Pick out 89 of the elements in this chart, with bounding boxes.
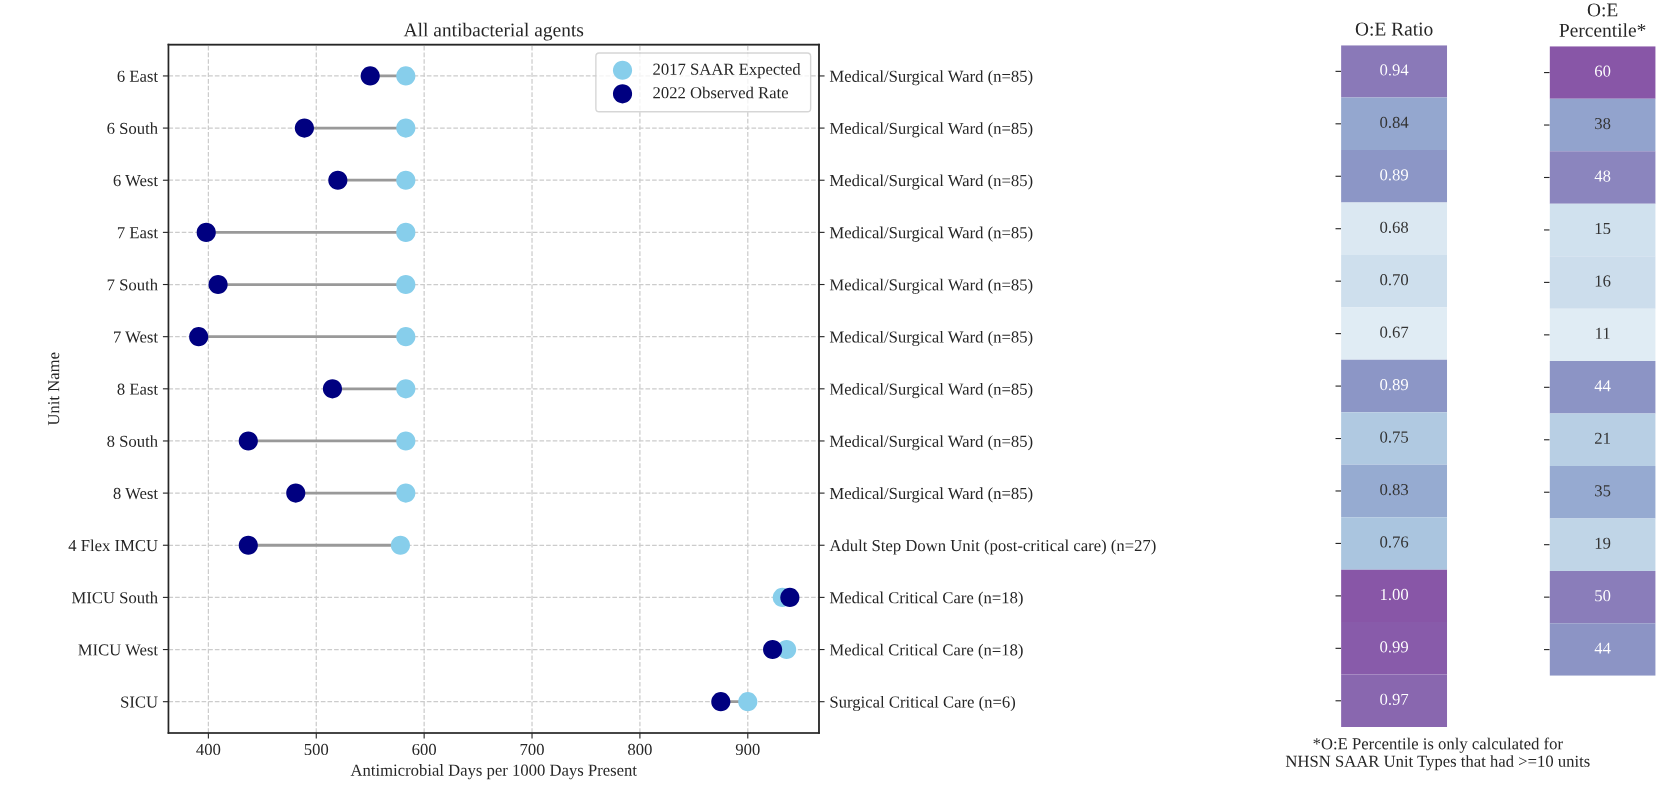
data-label: 0.94 — [1380, 64, 1409, 76]
y2-tick-label: Medical/Surgical Ward (n=85) — [829, 435, 1033, 451]
point — [711, 692, 731, 712]
data-label: 48 — [1594, 170, 1611, 182]
point — [294, 118, 314, 138]
point — [238, 535, 258, 555]
data-label: 21 — [1595, 432, 1610, 444]
point — [286, 483, 306, 503]
x-tick-label: 900 — [735, 743, 760, 756]
point — [196, 222, 216, 242]
y-tick-label: MICU South — [71, 591, 158, 604]
y-tick-label: 6 South — [107, 122, 158, 135]
data-label: 38 — [1595, 117, 1611, 130]
y2-tick-label: Medical/Surgical Ward (n=85) — [829, 487, 1033, 503]
x-tick-label: 700 — [520, 743, 544, 756]
data-label: 11 — [1596, 327, 1610, 339]
data-label: 0.89 — [1380, 169, 1409, 181]
point — [189, 327, 209, 347]
y2-tick-label: Medical Critical Care (n=18) — [829, 591, 1023, 607]
point — [208, 274, 228, 295]
point — [780, 587, 800, 607]
x-tick-label: O:E Percentile* — [1559, 3, 1646, 37]
y2-tick-label: Medical/Surgical Ward (n=85) — [829, 226, 1033, 242]
legend-label: 2022 Observed Rate — [653, 86, 789, 99]
y-tick-label: 8 West — [113, 487, 158, 500]
y-axis-title: Unit Name — [48, 352, 60, 426]
y-tick-label: 6 East — [117, 70, 158, 82]
point — [396, 222, 416, 242]
x-tick-label: 600 — [412, 743, 437, 756]
data-label: 0.76 — [1380, 536, 1409, 548]
y-tick-label: 7 East — [117, 227, 158, 239]
data-label: 1.00 — [1381, 588, 1409, 601]
point — [763, 639, 783, 660]
data-label: 16 — [1595, 275, 1611, 287]
point — [396, 170, 416, 190]
data-label: 0.67 — [1380, 326, 1409, 338]
legend-label: 2017 SAAR Expected — [653, 63, 801, 79]
y-tick-label: 7 South — [107, 278, 158, 291]
y2-tick-label: Medical Critical Care (n=18) — [829, 643, 1023, 659]
data-label: 0.75 — [1380, 431, 1409, 443]
point — [396, 483, 416, 503]
point — [396, 118, 416, 138]
y-tick-label: MICU West — [78, 644, 158, 656]
y-tick-label: 6 West — [113, 174, 158, 187]
point — [396, 327, 416, 347]
y2-tick-label: Medical/Surgical Ward (n=85) — [829, 383, 1033, 399]
y-tick-label: 4 Flex IMCU — [68, 539, 158, 552]
data-label: 0.70 — [1380, 274, 1409, 286]
data-label: 19 — [1595, 537, 1611, 549]
data-label: 50 — [1595, 590, 1611, 602]
point — [738, 692, 758, 712]
y-tick-label: 8 South — [107, 435, 158, 447]
point — [396, 431, 416, 451]
y2-tick-label: Surgical Critical Care (n=6) — [830, 695, 1016, 712]
x-tick-label: O:E Ratio — [1355, 22, 1433, 36]
y2-tick-label: Medical/Surgical Ward (n=85) — [829, 330, 1033, 347]
data-label: 44 — [1594, 380, 1611, 392]
data-label: 15 — [1595, 222, 1611, 235]
data-label: 0.89 — [1380, 379, 1409, 391]
data-label: 0.99 — [1380, 641, 1409, 653]
y2-tick-label: Medical/Surgical Ward (n=85) — [829, 278, 1033, 294]
point — [396, 379, 416, 399]
y2-tick-label: Medical/Surgical Ward (n=85) — [829, 70, 1033, 86]
point — [360, 66, 380, 86]
y2-tick-label: Medical/Surgical Ward (n=85) — [829, 174, 1033, 190]
data-label: 0.83 — [1380, 483, 1409, 496]
point — [390, 535, 410, 555]
point — [322, 379, 343, 399]
data-label: 0.68 — [1380, 221, 1409, 233]
point — [328, 170, 348, 190]
y2-tick-label: Medical/Surgical Ward (n=85) — [829, 122, 1033, 138]
data-label: 60 — [1595, 65, 1611, 77]
y-tick-label: 7 West — [114, 331, 158, 343]
data-label: 44 — [1594, 642, 1611, 654]
data-label: 0.97 — [1380, 693, 1409, 706]
x-tick-label: 500 — [304, 743, 329, 756]
data-label: 35 — [1595, 485, 1611, 497]
y2-tick-label: Adult Step Down Unit (post-critical care) (n=27) — [829, 539, 1156, 555]
y-tick-label: 8 East — [117, 383, 158, 395]
point — [238, 431, 258, 451]
point — [396, 66, 416, 86]
x-tick-label: 800 — [628, 743, 652, 756]
y-tick-label: SICU — [121, 696, 158, 708]
chart-title: All antibacterial agents — [403, 22, 584, 41]
x-axis-title: Antimicrobial Days per 1000 Days Present — [350, 764, 637, 780]
text: *O:E Percentile is only calculated for NHSN SAAR Unit Types that had >=10 units — [1285, 737, 1590, 771]
point — [396, 274, 416, 295]
x-tick-label: 400 — [196, 743, 221, 756]
data-label: 0.84 — [1380, 116, 1409, 129]
